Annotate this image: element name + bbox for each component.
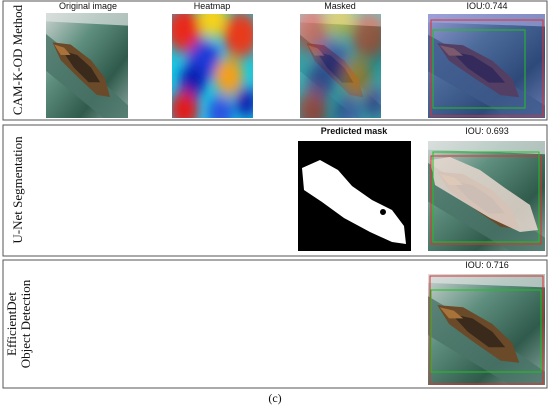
detection-image: [428, 274, 545, 385]
original-image: [46, 13, 128, 118]
row-frame: [2, 259, 548, 389]
panel-title: Masked: [324, 1, 356, 11]
panel-title: IOU: 0.716: [465, 260, 509, 270]
panel-title: IOU: 0.693: [465, 126, 509, 136]
caption: (c): [268, 391, 281, 405]
segmentation-image: [428, 141, 545, 251]
panel-title: IOU:0.744: [466, 1, 507, 11]
row-label: U-Net Segmentation: [10, 136, 25, 244]
panel-title: Predicted mask: [321, 126, 389, 136]
panel-title: Heatmap: [194, 1, 231, 11]
masked-image: [300, 14, 381, 118]
iou-image: [428, 14, 545, 118]
heatmap-image: [166, 0, 258, 129]
row-label: EfficientDet: [4, 292, 19, 356]
panel-title: Original image: [59, 1, 117, 11]
row-label: CAM-K-OD Method: [10, 4, 25, 115]
row-label: Object Detection: [18, 279, 33, 368]
row-frame: [2, 124, 548, 257]
predicted-mask-image: [298, 141, 411, 251]
row-frame: [2, 0, 548, 121]
